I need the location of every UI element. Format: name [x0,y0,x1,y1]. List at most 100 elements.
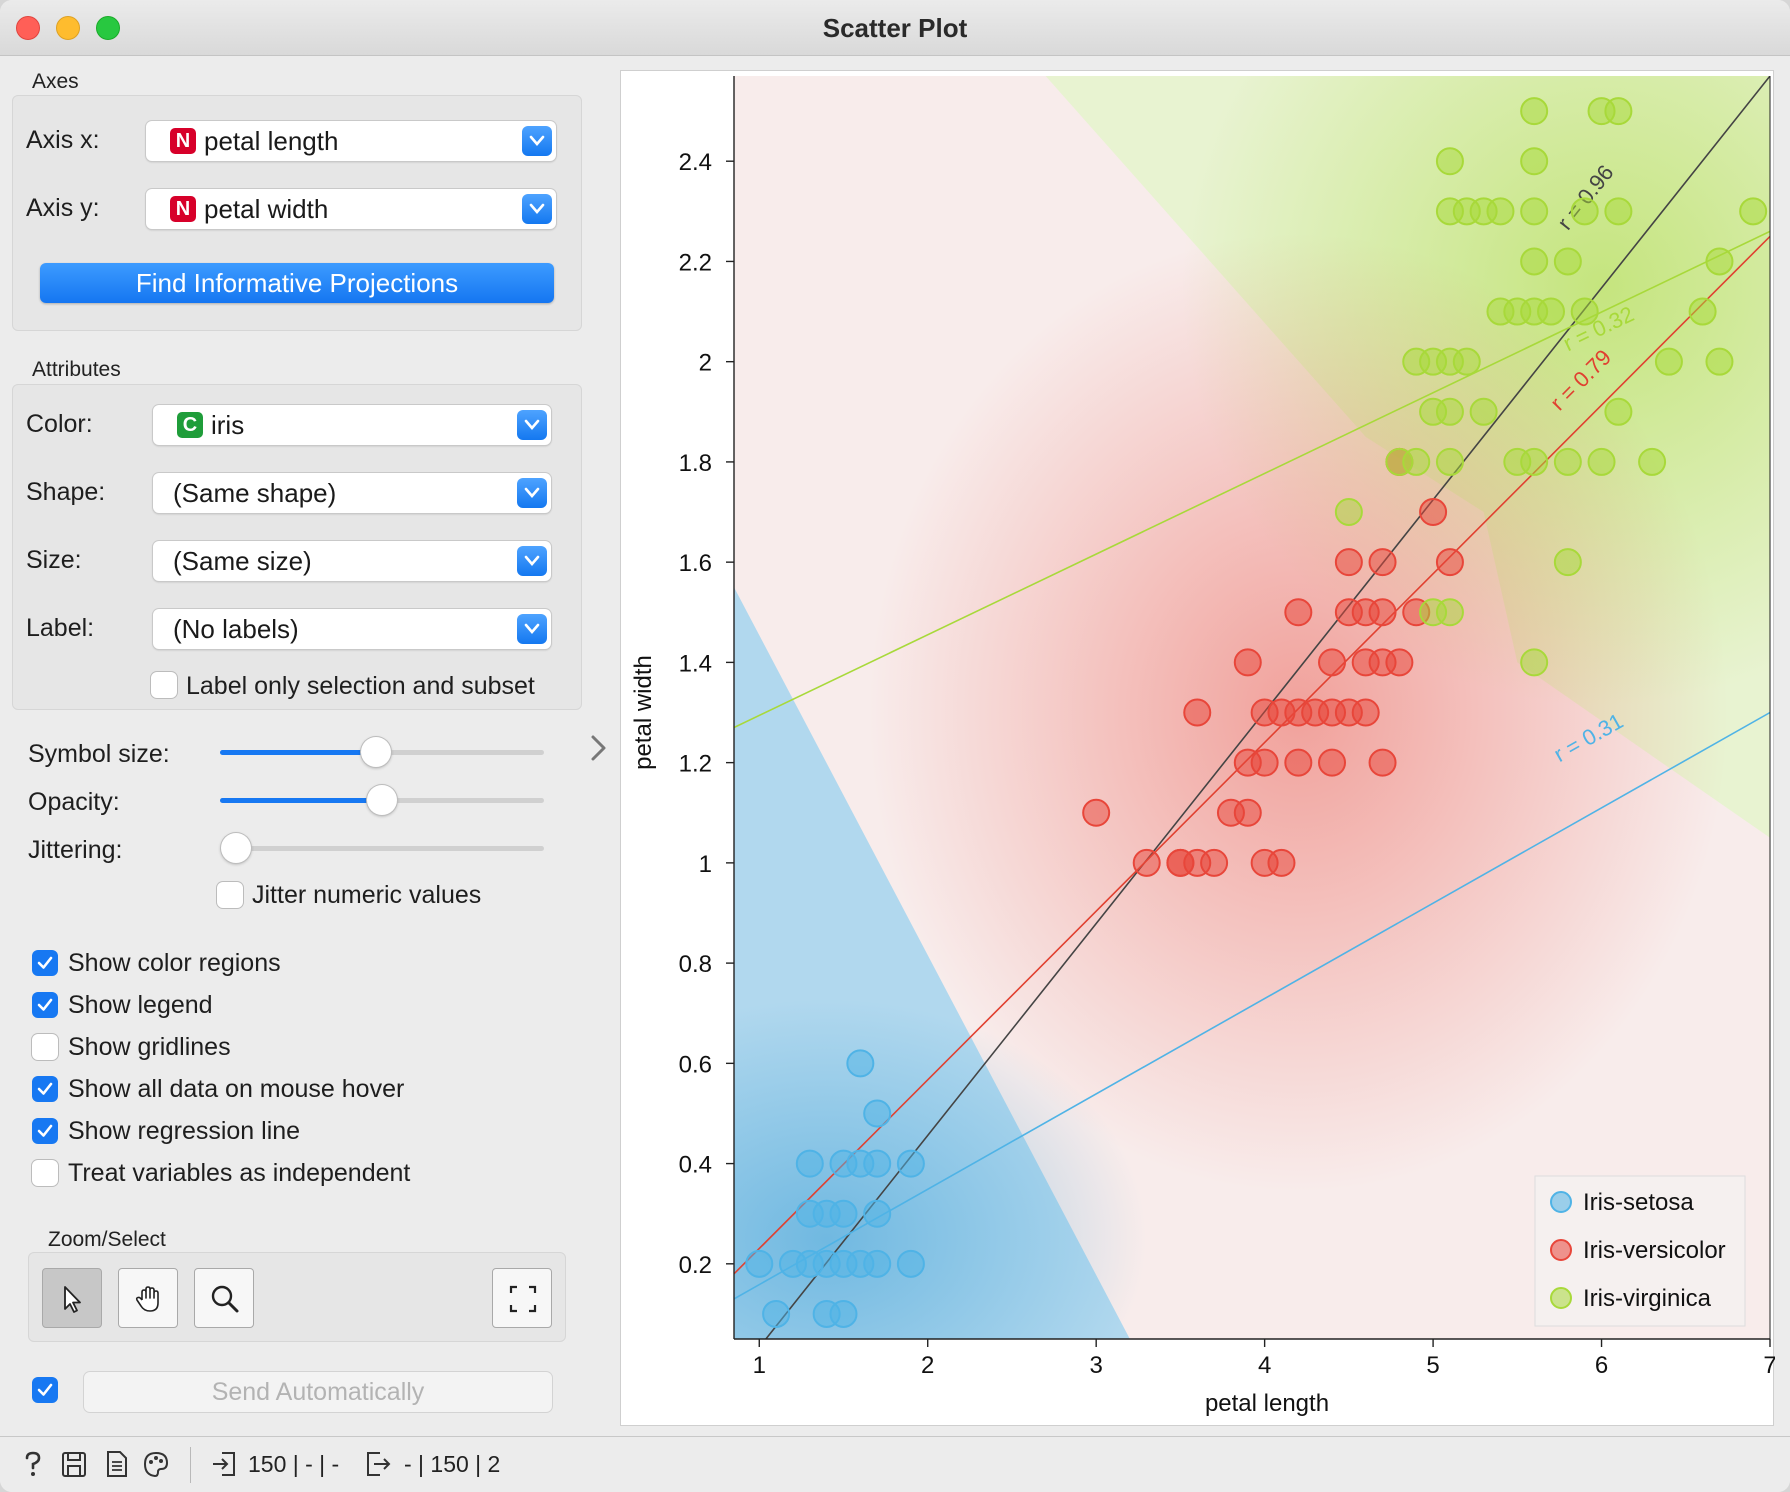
chevron-down-icon[interactable] [517,478,547,508]
data-point[interactable] [1520,447,1549,476]
data-point[interactable] [1537,297,1566,326]
minimize-window-button[interactable] [56,16,80,40]
data-point[interactable] [846,1049,875,1078]
data-point[interactable] [1604,197,1633,226]
chevron-right-icon[interactable] [588,734,610,762]
data-point[interactable] [863,1099,892,1128]
data-point[interactable] [1570,297,1599,326]
data-point[interactable] [1435,397,1464,426]
data-point[interactable] [1435,147,1464,176]
find-informative-projections-button[interactable]: Find Informative Projections [40,263,554,303]
data-point[interactable] [1334,498,1363,527]
data-point[interactable] [1435,447,1464,476]
data-point[interactable] [1284,598,1313,627]
data-point[interactable] [1705,247,1734,276]
symbol-size-handle[interactable] [360,737,391,767]
data-point[interactable] [1587,447,1616,476]
data-point[interactable] [1570,197,1599,226]
data-point[interactable] [1368,548,1397,577]
opacity-handle[interactable] [367,785,397,815]
option-checkbox-2[interactable] [32,1034,58,1060]
data-point[interactable] [863,1199,892,1228]
data-point[interactable] [1520,97,1549,126]
data-point[interactable] [1082,798,1111,827]
data-point[interactable] [1553,447,1582,476]
data-point[interactable] [1132,848,1161,877]
option-checkbox-4[interactable] [32,1118,58,1144]
data-point[interactable] [745,1249,774,1278]
jittering-handle[interactable] [221,833,252,863]
data-point[interactable] [1520,197,1549,226]
label-only-selection-checkbox[interactable] [151,672,177,698]
shape-combo[interactable]: (Same shape) [153,473,551,513]
size-combo[interactable]: (Same size) [153,541,551,581]
data-point[interactable] [1705,347,1734,376]
data-point[interactable] [1402,447,1431,476]
data-point[interactable] [1688,297,1717,326]
data-point[interactable] [1351,698,1380,727]
option-checkbox-5[interactable] [32,1160,58,1186]
chevron-down-icon[interactable] [517,546,547,576]
data-point[interactable] [1250,748,1279,777]
data-point[interactable] [1604,397,1633,426]
data-point[interactable] [1520,648,1549,677]
data-point[interactable] [1368,748,1397,777]
axis-y-combo[interactable]: N petal width [146,189,556,229]
chevron-down-icon[interactable] [517,410,547,440]
data-point[interactable] [1553,247,1582,276]
data-point[interactable] [1200,848,1229,877]
data-points[interactable] [745,97,1768,1328]
data-point[interactable] [1284,748,1313,777]
data-point[interactable] [1638,447,1667,476]
report-icon[interactable] [104,1449,130,1479]
data-point[interactable] [1368,598,1397,627]
data-point[interactable] [1435,598,1464,627]
data-point[interactable] [795,1149,824,1178]
pointer-tool-button[interactable] [42,1268,102,1328]
data-point[interactable] [1435,548,1464,577]
chevron-down-icon[interactable] [522,194,552,224]
zoom-tool-button[interactable] [194,1268,254,1328]
data-point[interactable] [1739,197,1768,226]
label-combo[interactable]: (No labels) [153,609,551,649]
data-point[interactable] [1520,147,1549,176]
color-combo[interactable]: C iris [153,405,551,445]
data-point[interactable] [1233,798,1262,827]
data-point[interactable] [896,1249,925,1278]
save-icon[interactable] [60,1449,88,1479]
data-point[interactable] [863,1249,892,1278]
data-point[interactable] [1233,648,1262,677]
option-checkbox-0[interactable] [32,950,58,976]
option-checkbox-1[interactable] [32,992,58,1018]
jitter-numeric-checkbox[interactable] [217,882,243,908]
data-point[interactable] [1452,347,1481,376]
data-point[interactable] [863,1149,892,1178]
chevron-down-icon[interactable] [522,126,552,156]
data-point[interactable] [1553,548,1582,577]
axis-x-combo[interactable]: N petal length [146,121,556,161]
data-point[interactable] [1318,648,1347,677]
data-point[interactable] [1486,197,1515,226]
send-automatically-checkbox[interactable] [32,1377,58,1403]
data-point[interactable] [1334,548,1363,577]
palette-icon[interactable] [142,1449,170,1479]
data-point[interactable] [1166,848,1195,877]
data-point[interactable] [1419,498,1448,527]
option-checkbox-3[interactable] [32,1076,58,1102]
data-point[interactable] [1469,397,1498,426]
fit-view-button[interactable] [492,1268,552,1328]
send-automatically-button[interactable]: Send Automatically [84,1372,552,1412]
data-point[interactable] [1318,748,1347,777]
data-point[interactable] [762,1299,791,1328]
data-point[interactable] [1267,848,1296,877]
data-point[interactable] [1183,698,1212,727]
help-icon[interactable] [20,1449,46,1479]
data-point[interactable] [829,1199,858,1228]
data-point[interactable] [1604,97,1633,126]
maximize-window-button[interactable] [96,16,120,40]
data-point[interactable] [896,1149,925,1178]
close-window-button[interactable] [16,16,40,40]
data-point[interactable] [829,1299,858,1328]
